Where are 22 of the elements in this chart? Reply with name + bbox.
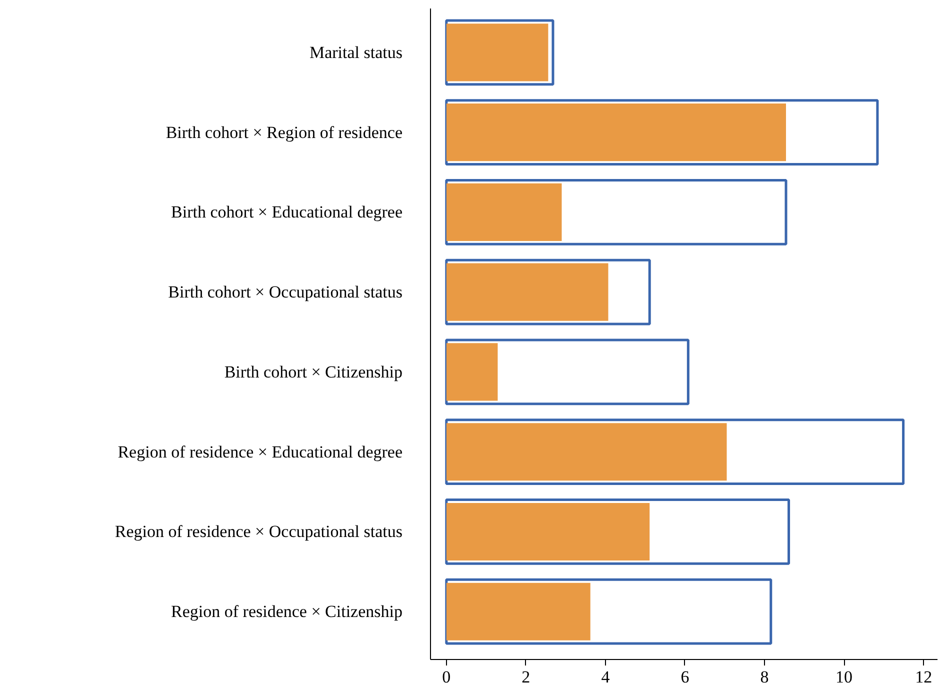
y-tick-label: Birth cohort × Citizenship [224, 362, 403, 382]
x-tick-label: 12 [915, 668, 932, 686]
y-tick-label: Birth cohort × Region of residence [166, 122, 403, 142]
bar [446, 263, 608, 321]
x-tick-label: 0 [442, 668, 451, 686]
bar [446, 582, 590, 640]
x-tick-label: 4 [601, 668, 610, 686]
x-tick-label: 10 [836, 668, 853, 686]
bar [446, 502, 650, 560]
y-tick-label: Birth cohort × Occupational status [168, 282, 403, 302]
y-tick-label: Marital status [309, 42, 403, 62]
y-tick-label: Region of residence × Citizenship [171, 602, 403, 622]
bar [446, 343, 498, 401]
bar [446, 423, 727, 481]
bar [446, 104, 786, 162]
x-tick-label: 2 [522, 668, 530, 686]
y-tick-label: Region of residence × Educational degree [118, 442, 403, 462]
x-tick-label: 6 [680, 668, 690, 686]
y-tick-label: Region of residence × Occupational status [114, 522, 402, 542]
x-tick-label: 8 [760, 668, 769, 686]
y-tick-label: Birth cohort × Educational degree [171, 202, 402, 222]
bar [446, 183, 562, 241]
